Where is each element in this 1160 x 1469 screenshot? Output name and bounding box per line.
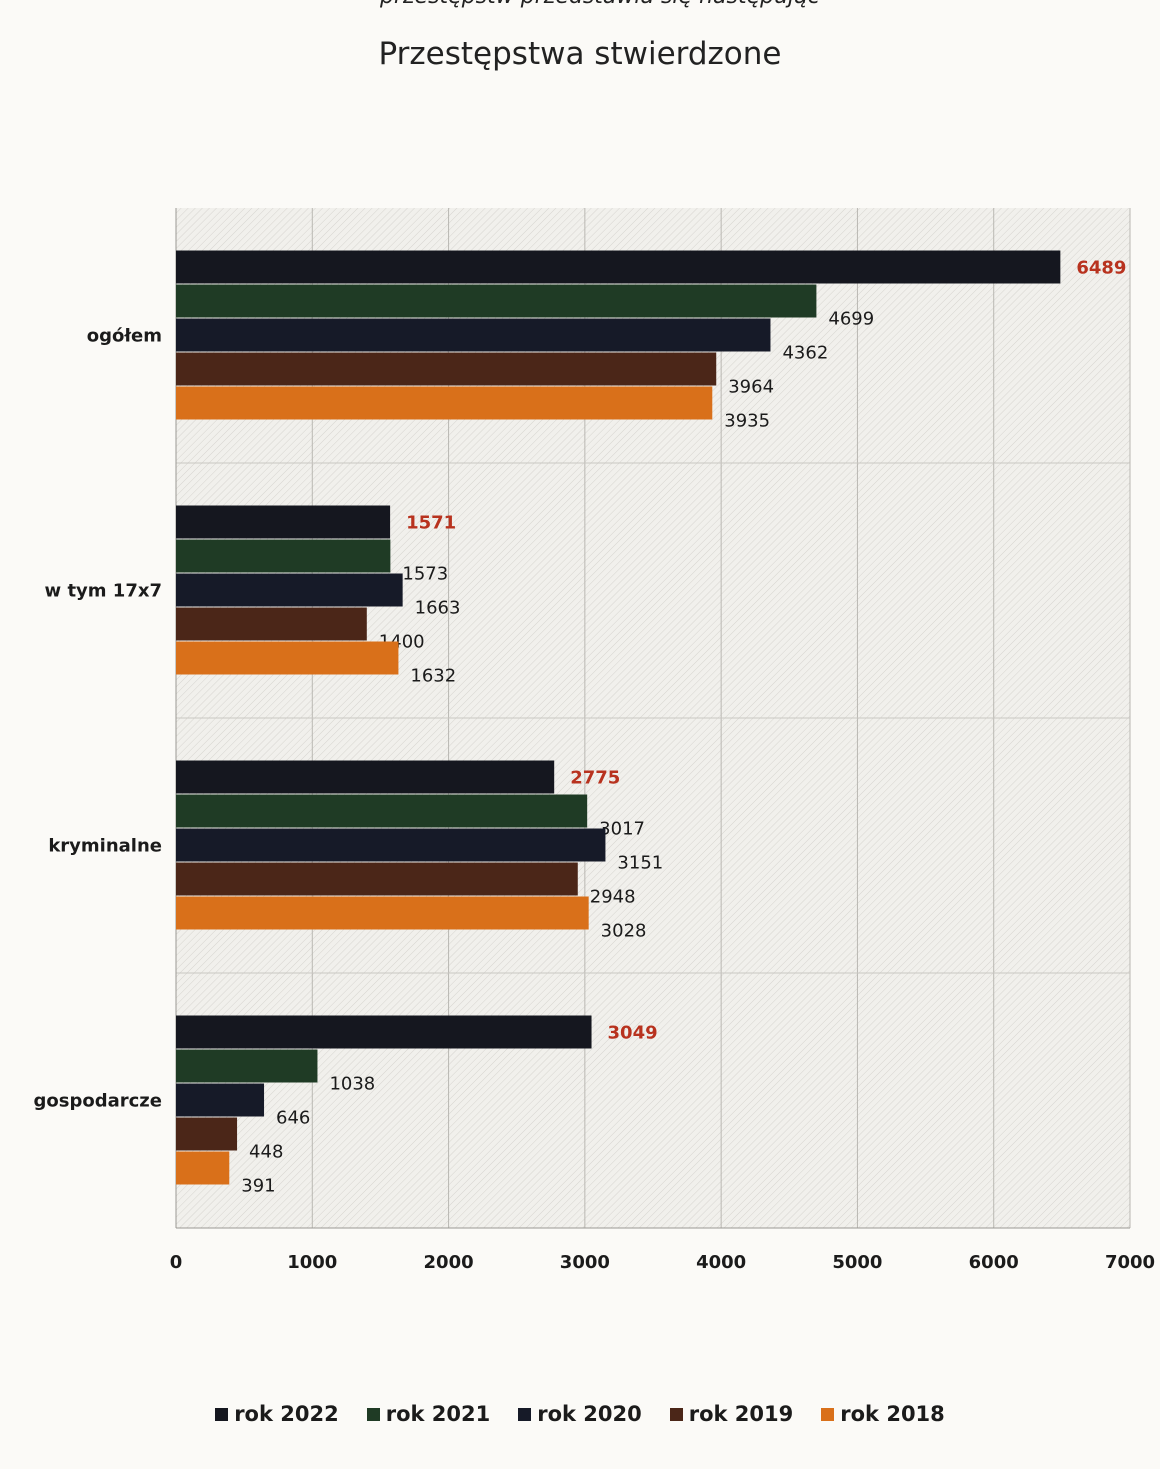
bar [176,641,399,675]
bar [176,862,578,896]
bar [176,386,713,420]
chart-legend: rok 2022 rok 2021 rok 2020 rok 2019 rok 2018 [0,1402,1160,1426]
legend-swatch [366,1407,380,1421]
bar [176,1151,230,1185]
legend-item: rok 2018 [821,1402,945,1426]
data-label: 3049 [608,1023,658,1044]
legend-item: rok 2021 [366,1402,491,1426]
legend-item: rok 2020 [518,1402,642,1426]
bar [176,794,588,828]
bar [176,607,367,641]
legend-label: rok 2022 [234,1402,339,1426]
legend-item: rok 2022 [215,1402,339,1426]
bar [176,1083,265,1117]
legend-label: rok 2019 [688,1402,794,1426]
bar [176,1117,238,1151]
legend-swatch [518,1407,532,1421]
x-tick-label: 1000 [287,1252,337,1273]
data-label: 6489 [1076,258,1126,279]
data-label: 4362 [782,343,828,364]
data-label: 1663 [415,598,461,619]
x-tick-label: 2000 [424,1252,474,1273]
header-fragment-text: przestępstw przedstawia się następując [380,0,820,9]
x-tick-label: 3000 [560,1252,610,1273]
legend-swatch [215,1407,229,1421]
legend-swatch [821,1407,835,1421]
bar [176,896,589,930]
x-tick-label: 0 [170,1252,183,1273]
bar [176,1015,592,1049]
bar [176,318,771,352]
legend-label: rok 2018 [840,1402,945,1426]
data-label: 3964 [728,377,774,398]
page-header-fragment: przestępstw przedstawia się następując [380,0,1160,16]
x-tick-label: 4000 [696,1252,746,1273]
data-label: 2948 [590,887,636,908]
bar [176,760,555,794]
data-label: 1573 [402,564,448,585]
data-label: 3151 [617,853,663,874]
category-label: gospodarcze [34,1091,162,1112]
bar [176,505,391,539]
data-label: 646 [276,1108,310,1129]
data-label: 3017 [599,819,645,840]
legend-item: rok 2019 [669,1402,794,1426]
bar [176,284,817,318]
category-label: kryminalne [48,836,162,857]
legend-swatch [669,1407,683,1421]
category-label: w tym 17x7 [45,581,162,602]
data-label: 4699 [828,309,874,330]
chart-title: Przestępstwa stwierdzone [378,36,782,72]
legend-label: rok 2021 [385,1402,491,1426]
bar [176,250,1061,284]
data-label: 448 [249,1142,283,1163]
data-label: 391 [241,1176,275,1197]
bar [176,828,606,862]
plot-area: 0 1000 2000 3000 4000 5000 6000 7000 ogółem 6489 4… [34,208,1155,1273]
legend-label: rok 2020 [537,1402,642,1426]
x-tick-label: 5000 [832,1252,882,1273]
bar [176,539,391,573]
data-label: 1038 [329,1074,375,1095]
bar [176,573,403,607]
data-label: 2775 [570,768,620,789]
x-tick-label: 6000 [969,1252,1019,1273]
data-label: 1632 [410,666,456,687]
data-label: 3935 [724,411,770,432]
data-label: 1571 [406,513,456,534]
data-label: 3028 [601,921,647,942]
category-label: ogółem [87,326,162,347]
bar [176,1049,318,1083]
bar [176,352,717,386]
x-tick-label: 7000 [1105,1252,1155,1273]
